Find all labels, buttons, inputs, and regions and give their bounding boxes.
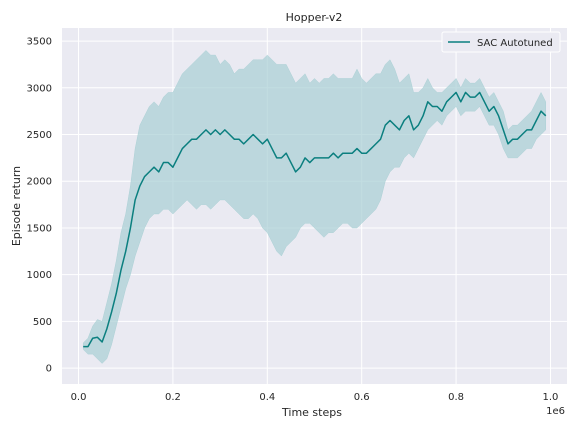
y-tick-label: 2000 <box>27 177 52 188</box>
confidence-band-series-0 <box>82 50 547 364</box>
x-tick-label: 1.0 <box>543 392 559 403</box>
x-tick-label: 0.0 <box>71 392 87 403</box>
series-line-0 <box>83 91 547 348</box>
y-tick-label: 3000 <box>27 83 52 94</box>
y-tick-labels: 0 500 1000 1500 2000 2500 3000 3500 <box>27 37 52 375</box>
x-axis-offset-label: 1e6 <box>546 406 565 417</box>
y-tick-label: 3500 <box>27 37 52 48</box>
y-tick-label: 1000 <box>27 270 52 281</box>
chart-title: Hopper-v2 <box>286 11 343 24</box>
x-tick-label: 0.8 <box>448 392 464 403</box>
x-axis-label: Time steps <box>281 406 342 419</box>
x-tick-label: 0.2 <box>165 392 181 403</box>
y-tick-label: 0 <box>46 364 52 375</box>
legend: SAC Autotuned <box>441 31 561 53</box>
series-line-layer <box>83 91 547 348</box>
y-tick-label: 1500 <box>27 223 52 234</box>
x-tick-labels: 0.0 0.2 0.4 0.6 0.8 1.0 <box>71 392 559 403</box>
y-axis-label: Episode return <box>10 166 23 246</box>
legend-box <box>441 31 561 53</box>
x-tick-label: 0.4 <box>259 392 275 403</box>
confidence-band-layer <box>82 50 547 364</box>
y-tick-label: 500 <box>33 317 52 328</box>
y-tick-label: 2500 <box>27 130 52 141</box>
legend-label-sac-autotuned: SAC Autotuned <box>477 38 553 49</box>
x-tick-label: 0.6 <box>354 392 370 403</box>
